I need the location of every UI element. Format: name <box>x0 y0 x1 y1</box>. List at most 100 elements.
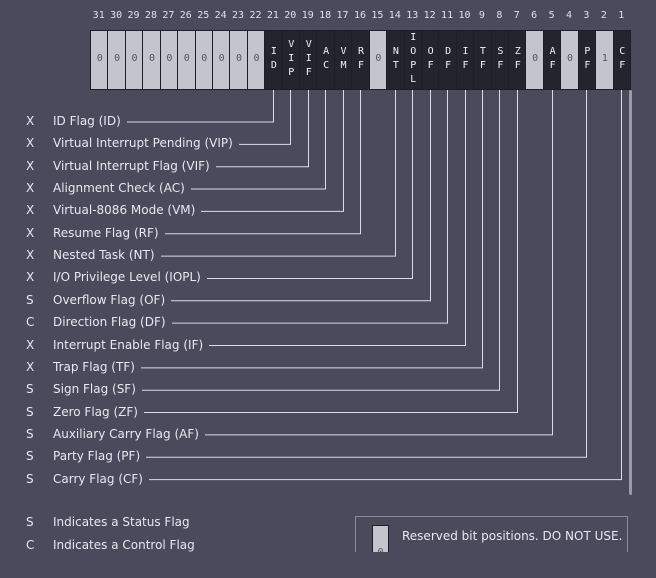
connector <box>161 90 396 257</box>
cell-label: 0 <box>94 53 106 67</box>
bit-cell: 0 <box>211 30 231 90</box>
cell-label: OF <box>425 46 437 74</box>
flag-kind: X <box>26 114 35 128</box>
cell-label: IOPL <box>407 32 419 88</box>
cell-label: 0 <box>146 53 158 67</box>
cell-label: ZF <box>512 46 524 74</box>
cell-label: AF <box>547 46 559 74</box>
flag-kind: X <box>26 270 35 285</box>
connector <box>144 90 518 414</box>
bit-cell: VIP <box>281 30 301 90</box>
bit-number: 23 <box>232 10 245 21</box>
flag-kind: S <box>26 471 34 486</box>
cell-label: RF <box>355 46 367 74</box>
cell-label: 1 <box>599 53 611 67</box>
bit-cell: AF <box>542 30 562 90</box>
cell-label: VIP <box>285 39 297 81</box>
bit-cell: 0 <box>177 30 196 90</box>
bit-number: 17 <box>336 10 349 21</box>
connector <box>239 90 291 145</box>
flag-name: Trap Flag (TF) <box>53 359 135 374</box>
cell-label: 0 <box>372 53 384 67</box>
connector <box>171 90 431 302</box>
bit-cell: IF <box>455 30 475 90</box>
cell-label: 0 <box>216 53 228 67</box>
cell-label: 0 <box>111 53 123 67</box>
flag-kind: S <box>26 426 34 441</box>
flag-name: Direction Flag (DF) <box>53 315 166 330</box>
bit-number: 8 <box>496 10 503 21</box>
flag-name: Alignment Check (AC) <box>53 181 185 196</box>
bit-number: 3 <box>583 10 590 21</box>
bit-cell: 1 <box>595 30 614 90</box>
bit-cell: 0 <box>229 30 248 90</box>
cell-label: VIF <box>303 39 315 81</box>
cell-label: IF <box>460 46 471 74</box>
bit-number: 18 <box>319 10 332 21</box>
bit-cell: 0 <box>159 30 179 90</box>
connector <box>209 90 466 346</box>
flag-kind: X <box>26 359 35 374</box>
bit-number: 20 <box>284 10 297 21</box>
bit-cell: TF <box>473 30 492 90</box>
bit-cell: 0 <box>246 30 266 90</box>
flag-name: Sign Flag (SF) <box>53 382 136 397</box>
cell-label: 0 <box>129 53 141 67</box>
bit-number: 11 <box>441 10 454 21</box>
flag-kind: X <box>26 337 35 352</box>
cell-label: SF <box>494 46 506 74</box>
bit-number: 29 <box>127 10 140 21</box>
bit-number: 21 <box>266 10 279 21</box>
flag-name: Virtual Interrupt Pending (VIP) <box>53 136 233 151</box>
connector <box>216 90 309 168</box>
connector <box>141 90 483 369</box>
bit-number: 16 <box>353 10 366 21</box>
bit-number: 26 <box>179 10 192 21</box>
cell-label: 0 <box>564 53 576 67</box>
cell-label: 0 <box>198 53 210 67</box>
cell-label: ID <box>268 46 280 74</box>
bit-cell: AC <box>316 30 335 90</box>
bit-number: 15 <box>371 10 384 21</box>
bit-number: 30 <box>110 10 123 21</box>
connector <box>146 90 587 458</box>
flag-kind: S <box>26 292 34 307</box>
cell-label: VM <box>338 46 350 74</box>
flag-name: Resume Flag (RF) <box>53 225 159 240</box>
bit-cell: VM <box>333 30 353 90</box>
flag-name: ID Flag (ID) <box>53 114 121 128</box>
bit-number: 19 <box>301 10 314 21</box>
cell-label: 0 <box>233 53 245 67</box>
bit-cell: 0 <box>142 30 161 90</box>
legend-kind: S <box>26 515 34 529</box>
connector <box>205 90 553 436</box>
bit-cell: ZF <box>508 30 527 90</box>
flag-kind: X <box>26 181 35 196</box>
bit-number: 14 <box>388 10 401 21</box>
scrollbar <box>629 90 632 495</box>
bit-number: 12 <box>423 10 436 21</box>
connector <box>127 90 274 123</box>
bit-number: 10 <box>458 10 471 21</box>
bit-cell: SF <box>490 30 510 90</box>
cell-label: TF <box>477 46 489 74</box>
bit-cell: OF <box>420 30 440 90</box>
cell-label: 0 <box>529 53 541 67</box>
cell-label: 0 <box>250 53 262 67</box>
bit-cell: 0 <box>525 30 544 90</box>
clip <box>0 552 656 578</box>
flag-kind: X <box>26 158 35 173</box>
legend-text: Indicates a Control Flag <box>53 538 195 552</box>
bit-cell: DF <box>438 30 457 90</box>
connector <box>201 90 344 212</box>
bit-cell: RF <box>351 30 370 90</box>
connector <box>165 90 361 235</box>
bit-number: 31 <box>92 10 105 21</box>
bit-number: 28 <box>144 10 157 21</box>
connector <box>149 90 622 481</box>
flag-kind: C <box>26 315 35 330</box>
bit-number: 7 <box>513 10 520 21</box>
bit-cell: 0 <box>107 30 126 90</box>
flag-kind: X <box>26 136 35 151</box>
connector <box>172 90 448 324</box>
